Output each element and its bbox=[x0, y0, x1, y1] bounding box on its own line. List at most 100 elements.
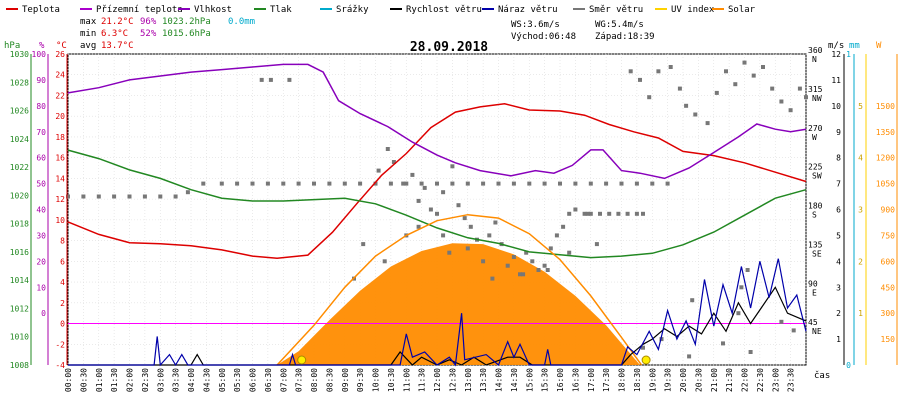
wind-direction-point bbox=[259, 77, 264, 82]
stats-box: max 21.2°C 96% 1023.2hPa 0.0mm min 6.3°C… bbox=[80, 17, 255, 51]
tick-x: 04:00 bbox=[187, 368, 196, 392]
wind-direction-point bbox=[447, 250, 452, 255]
tick-pressure: 1024 bbox=[10, 135, 29, 144]
tick-solar: 600 bbox=[881, 257, 896, 266]
tick-pressure: 1008 bbox=[10, 361, 29, 370]
tick-uv: 2 bbox=[858, 257, 863, 266]
wind-direction-point bbox=[634, 211, 639, 216]
wind-direction-point bbox=[281, 181, 286, 186]
wind-direction-point bbox=[625, 211, 630, 216]
wind-direction-point bbox=[268, 77, 273, 82]
series-line-2 bbox=[67, 149, 807, 259]
legend-label-3: Tlak bbox=[270, 5, 292, 15]
wind-direction-point bbox=[594, 242, 599, 247]
tick-wind-direction: 315 bbox=[808, 85, 823, 94]
wind-direction-point bbox=[567, 211, 572, 216]
wind-direction-point bbox=[588, 181, 593, 186]
tick-x: 14:00 bbox=[495, 368, 504, 392]
wind-direction-point bbox=[638, 77, 642, 82]
tick-x: 08:30 bbox=[325, 368, 334, 392]
tick-wind-direction-label: SE bbox=[812, 249, 822, 258]
stat-min-temp: 6.3°C bbox=[101, 29, 128, 39]
tick-uv: 5 bbox=[858, 102, 863, 111]
wind-direction-point bbox=[567, 250, 572, 255]
tick-solar: 1500 bbox=[876, 102, 895, 111]
wind-direction-point bbox=[558, 181, 562, 186]
wind-direction-point bbox=[496, 181, 501, 186]
wind-direction-point bbox=[542, 263, 547, 268]
wind-direction-point bbox=[656, 69, 661, 74]
tick-wind-speed: 2 bbox=[836, 309, 841, 318]
tick-x: 22:00 bbox=[741, 368, 750, 392]
stat-max-press: 1023.2hPa bbox=[162, 17, 211, 27]
wind-direction-point bbox=[628, 69, 633, 74]
wind-direction-point bbox=[598, 211, 602, 216]
tick-solar: 450 bbox=[881, 283, 896, 292]
wind-direction-point bbox=[548, 246, 553, 251]
sunrise-text: Východ:06:48 bbox=[511, 32, 576, 42]
wind-direction-point bbox=[641, 211, 645, 216]
tick-x: 17:30 bbox=[602, 368, 611, 392]
series-line-4 bbox=[276, 213, 643, 366]
tick-wind-direction: 45 bbox=[808, 318, 818, 327]
wind-direction-point bbox=[358, 181, 363, 186]
tick-temperature: -4 bbox=[55, 361, 65, 370]
tick-temperature: 12 bbox=[55, 195, 65, 204]
wind-direction-point bbox=[468, 224, 473, 229]
tick-x: 06:00 bbox=[249, 368, 258, 392]
tick-x: 19:30 bbox=[664, 368, 673, 392]
wind-direction-point bbox=[518, 272, 522, 277]
tick-temperature: 8 bbox=[60, 237, 65, 246]
wind-direction-point bbox=[554, 233, 559, 238]
wind-direction-point bbox=[265, 181, 270, 186]
wind-direction-point bbox=[388, 181, 393, 186]
wind-direction-point bbox=[465, 181, 470, 186]
wind-direction-point bbox=[416, 224, 421, 229]
tick-x: 19:00 bbox=[648, 368, 657, 392]
wind-direction-point bbox=[585, 211, 590, 216]
tick-wind-direction-label: E bbox=[812, 288, 817, 297]
wind-direction-point bbox=[450, 181, 455, 186]
tick-x: 23:30 bbox=[787, 368, 796, 392]
wind-direction-point bbox=[410, 172, 415, 177]
series-line-1 bbox=[67, 63, 807, 180]
wind-direction-point bbox=[416, 198, 421, 203]
wind-direction-point bbox=[435, 211, 439, 216]
wind-direction-point bbox=[745, 268, 750, 272]
legend-label-8: UV index bbox=[671, 5, 715, 15]
wind-direction-point bbox=[481, 181, 486, 186]
tick-wind-speed: 7 bbox=[836, 180, 841, 189]
wind-direction-point bbox=[450, 164, 455, 169]
wind-direction-point bbox=[250, 181, 255, 186]
legend-label-1: Přízemní teplota bbox=[96, 5, 183, 15]
legend-label-6: Náraz větru bbox=[498, 5, 558, 15]
tick-wind-direction: 180 bbox=[808, 202, 823, 211]
wind-direction-point bbox=[616, 211, 621, 216]
tick-wind-speed: 1 bbox=[836, 335, 841, 344]
tick-x: 18:30 bbox=[633, 368, 642, 392]
series-solar-area bbox=[277, 243, 640, 365]
wind-direction-point bbox=[66, 194, 70, 199]
wind-direction-point bbox=[112, 194, 117, 199]
wind-direction-point bbox=[791, 328, 796, 333]
uv-marker-0 bbox=[297, 355, 307, 365]
wind-direction-point bbox=[428, 207, 433, 212]
tick-x: 12:30 bbox=[448, 368, 457, 392]
tick-temperature: 2 bbox=[60, 299, 65, 308]
wind-direction-point bbox=[659, 337, 664, 342]
tick-solar: 900 bbox=[881, 206, 896, 215]
tick-temperature: 4 bbox=[60, 278, 65, 287]
wind-direction-point bbox=[736, 311, 741, 316]
tick-x: 13:30 bbox=[479, 368, 488, 392]
wind-direction-point bbox=[684, 103, 689, 108]
wind-direction-point bbox=[185, 190, 190, 195]
axes: 1008101010121014101610181020102210241026… bbox=[10, 46, 898, 392]
tick-x: 21:30 bbox=[725, 368, 734, 392]
wind-direction-point bbox=[588, 211, 593, 216]
tick-x: 17:00 bbox=[587, 368, 596, 392]
tick-humidity: 0 bbox=[41, 309, 46, 318]
legend-label-0: Teplota bbox=[22, 5, 60, 15]
tick-solar: 1200 bbox=[876, 154, 895, 163]
tick-solar: 1350 bbox=[876, 128, 895, 137]
